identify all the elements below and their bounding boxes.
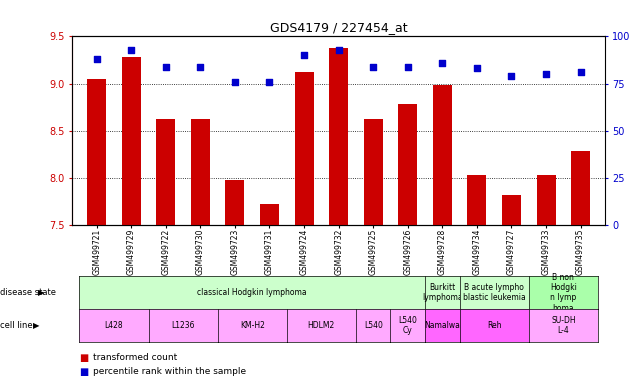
Text: ▶: ▶ bbox=[38, 288, 45, 297]
Point bbox=[230, 79, 240, 85]
Text: B acute lympho
blastic leukemia: B acute lympho blastic leukemia bbox=[463, 283, 525, 303]
Point bbox=[472, 65, 482, 71]
Text: ▶: ▶ bbox=[33, 321, 39, 330]
Bar bbox=[433, 85, 452, 225]
Point bbox=[507, 73, 517, 79]
Bar bbox=[364, 119, 382, 225]
Text: classical Hodgkin lymphoma: classical Hodgkin lymphoma bbox=[197, 288, 307, 297]
Text: Reh: Reh bbox=[487, 321, 501, 330]
Text: Burkitt
lymphoma: Burkitt lymphoma bbox=[422, 283, 462, 303]
Bar bbox=[398, 104, 417, 225]
Bar bbox=[502, 195, 521, 225]
Text: cell line: cell line bbox=[0, 321, 33, 330]
Point bbox=[126, 46, 136, 53]
Point bbox=[265, 79, 275, 85]
Text: ■: ■ bbox=[79, 353, 88, 363]
Bar bbox=[295, 72, 314, 225]
Text: L540
Cy: L540 Cy bbox=[398, 316, 417, 335]
Bar bbox=[156, 119, 175, 225]
Point bbox=[368, 63, 378, 70]
Text: Namalwa: Namalwa bbox=[425, 321, 461, 330]
Point bbox=[195, 63, 205, 70]
Point bbox=[299, 52, 309, 58]
Bar bbox=[260, 204, 279, 225]
Bar bbox=[191, 119, 210, 225]
Text: KM-H2: KM-H2 bbox=[240, 321, 265, 330]
Point bbox=[437, 60, 447, 66]
Text: disease state: disease state bbox=[0, 288, 56, 297]
Text: percentile rank within the sample: percentile rank within the sample bbox=[93, 367, 246, 376]
Text: B non
Hodgki
n lymp
homa: B non Hodgki n lymp homa bbox=[550, 273, 576, 313]
Point bbox=[334, 46, 344, 53]
Text: SU-DH
L-4: SU-DH L-4 bbox=[551, 316, 576, 335]
Text: transformed count: transformed count bbox=[93, 353, 177, 362]
Text: HDLM2: HDLM2 bbox=[307, 321, 335, 330]
Point bbox=[91, 56, 101, 62]
Bar bbox=[329, 48, 348, 225]
Text: L1236: L1236 bbox=[171, 321, 195, 330]
Title: GDS4179 / 227454_at: GDS4179 / 227454_at bbox=[270, 21, 408, 34]
Bar bbox=[537, 175, 556, 225]
Text: L428: L428 bbox=[105, 321, 123, 330]
Bar bbox=[571, 151, 590, 225]
Point bbox=[576, 69, 586, 75]
Point bbox=[541, 71, 551, 77]
Point bbox=[403, 63, 413, 70]
Text: L540: L540 bbox=[364, 321, 382, 330]
Point bbox=[161, 63, 171, 70]
Bar bbox=[467, 175, 486, 225]
Text: ■: ■ bbox=[79, 366, 88, 377]
Bar bbox=[226, 180, 244, 225]
Bar bbox=[87, 79, 106, 225]
Bar bbox=[122, 57, 140, 225]
